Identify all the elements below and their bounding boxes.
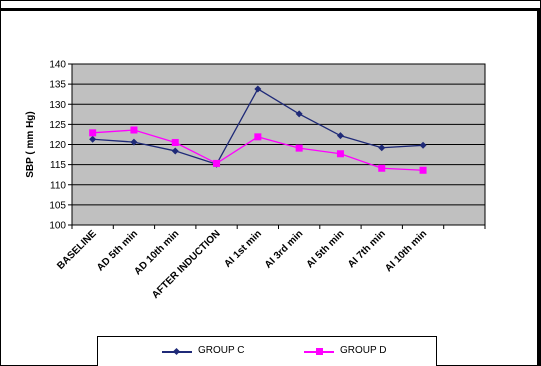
frame-right-border	[537, 10, 540, 366]
y-tick-label: 100	[49, 221, 66, 232]
data-point	[419, 166, 427, 174]
x-tick-label: AI 3rd min	[263, 228, 305, 270]
data-point	[419, 141, 427, 149]
data-point	[254, 85, 262, 93]
data-point	[213, 159, 221, 167]
legend-label-group-c: GROUP C	[198, 345, 245, 356]
y-tick-label: 140	[49, 60, 66, 71]
data-point	[89, 135, 97, 143]
x-tick-label: AFTER INDUCTION	[150, 228, 223, 301]
data-point	[89, 129, 97, 137]
y-axis: 100 105 110 115 120 125 130 135 140	[49, 60, 72, 232]
data-point	[378, 164, 386, 172]
x-tick-label: AD 5th min	[95, 228, 140, 273]
y-tick-label: 115	[50, 160, 66, 171]
legend: GROUP C GROUP D	[97, 336, 437, 366]
data-point	[171, 147, 179, 155]
series-group-d	[89, 126, 427, 174]
legend-label-group-d: GROUP D	[340, 345, 387, 356]
legend-marker-group-c	[172, 347, 181, 355]
data-point	[295, 110, 303, 118]
x-tick-label: AI 10th min	[383, 228, 429, 274]
y-tick-label: 125	[49, 120, 66, 131]
y-tick-label: 130	[49, 100, 66, 111]
frame-top-border	[0, 8, 541, 11]
data-point	[378, 144, 386, 152]
x-tick-label: BASELINE	[55, 228, 99, 272]
data-point	[254, 133, 262, 141]
data-point	[336, 132, 344, 140]
y-tick-label: 135	[49, 80, 66, 91]
series-layer	[89, 85, 427, 174]
y-tick-label: 105	[49, 200, 66, 211]
data-point	[336, 150, 344, 158]
data-point	[171, 138, 179, 146]
y-axis-label: SBP ( mm Hg)	[25, 111, 36, 178]
data-point	[295, 144, 303, 152]
x-tick-label: AI 5th min	[305, 228, 347, 270]
legend-marker-group-d	[315, 348, 323, 355]
y-tick-label: 110	[50, 180, 66, 191]
data-point	[130, 138, 138, 146]
data-point	[130, 126, 138, 134]
x-tick-label: AI 1st min	[222, 228, 264, 270]
y-tick-label: 120	[49, 140, 66, 151]
x-tick-label: AI 7th min	[346, 228, 388, 270]
